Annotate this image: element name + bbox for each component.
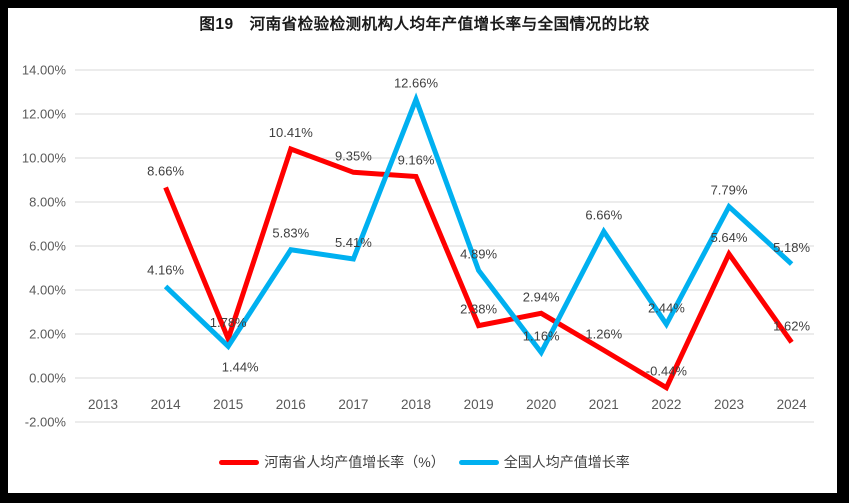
chart-legend: 河南省人均产值增长率（%） 全国人均产值增长率 [0,452,849,472]
y-axis-tick-label: -2.00% [25,415,67,430]
data-label: 5.83% [272,226,309,241]
x-axis-tick-label: 2024 [777,397,808,412]
henan-line-swatch-icon [219,459,260,465]
data-label: 2.94% [523,289,560,304]
data-label: 1.26% [585,326,622,341]
data-label: 7.79% [711,183,748,198]
y-axis-tick-label: 0.00% [29,371,66,386]
legend-item-national: 全国人均产值增长率 [458,452,630,472]
data-label: -0.44% [646,364,688,379]
data-label: 5.41% [335,235,372,250]
x-axis-tick-label: 2013 [88,397,118,412]
data-label: 1.16% [523,328,560,343]
x-axis-tick-label: 2023 [714,397,744,412]
data-label: 12.66% [394,75,439,90]
data-label: 4.16% [147,262,184,277]
data-label: 4.89% [460,246,497,261]
y-axis-tick-label: 2.00% [29,327,66,342]
x-axis-tick-label: 2016 [276,397,306,412]
national-line-swatch-icon [458,459,499,465]
data-label: 9.35% [335,148,372,163]
x-axis-tick-label: 2020 [526,397,556,412]
x-axis-tick-label: 2018 [401,397,431,412]
data-label: 5.64% [711,230,748,245]
data-label: 1.44% [222,359,259,374]
y-axis-tick-label: 14.00% [22,63,67,78]
legend-item-henan: 河南省人均产值增长率（%） [219,452,445,472]
y-axis-tick-label: 4.00% [29,283,66,298]
x-axis-tick-label: 2014 [151,397,182,412]
legend-label-henan: 河南省人均产值增长率（%） [264,454,445,470]
data-label: 10.41% [269,125,314,140]
x-axis-tick-label: 2017 [338,397,368,412]
data-label: 2.44% [648,300,685,315]
data-label: 5.18% [773,240,810,255]
y-axis-tick-label: 12.00% [22,107,67,122]
legend-label-national: 全国人均产值增长率 [503,454,630,470]
x-axis-tick-label: 2022 [651,397,681,412]
chart-title: 图19 河南省检验检测机构人均年产值增长率与全国情况的比较 [199,16,650,33]
henan-series-line [163,145,794,392]
data-label: 2.38% [460,302,497,317]
x-axis-tick-label: 2015 [213,397,243,412]
data-label: 6.66% [585,207,622,222]
chart-canvas [8,8,837,493]
data-label: 1.62% [773,318,810,333]
x-axis-tick-label: 2019 [464,397,494,412]
data-label: 9.16% [398,152,435,167]
x-axis-tick-label: 2021 [589,397,619,412]
data-label: 8.66% [147,163,184,178]
data-label: 1.78% [210,315,247,330]
y-axis-tick-label: 8.00% [29,195,66,210]
y-axis-tick-label: 6.00% [29,239,66,254]
national-series-line [163,92,794,358]
y-axis-tick-label: 10.00% [22,151,67,166]
